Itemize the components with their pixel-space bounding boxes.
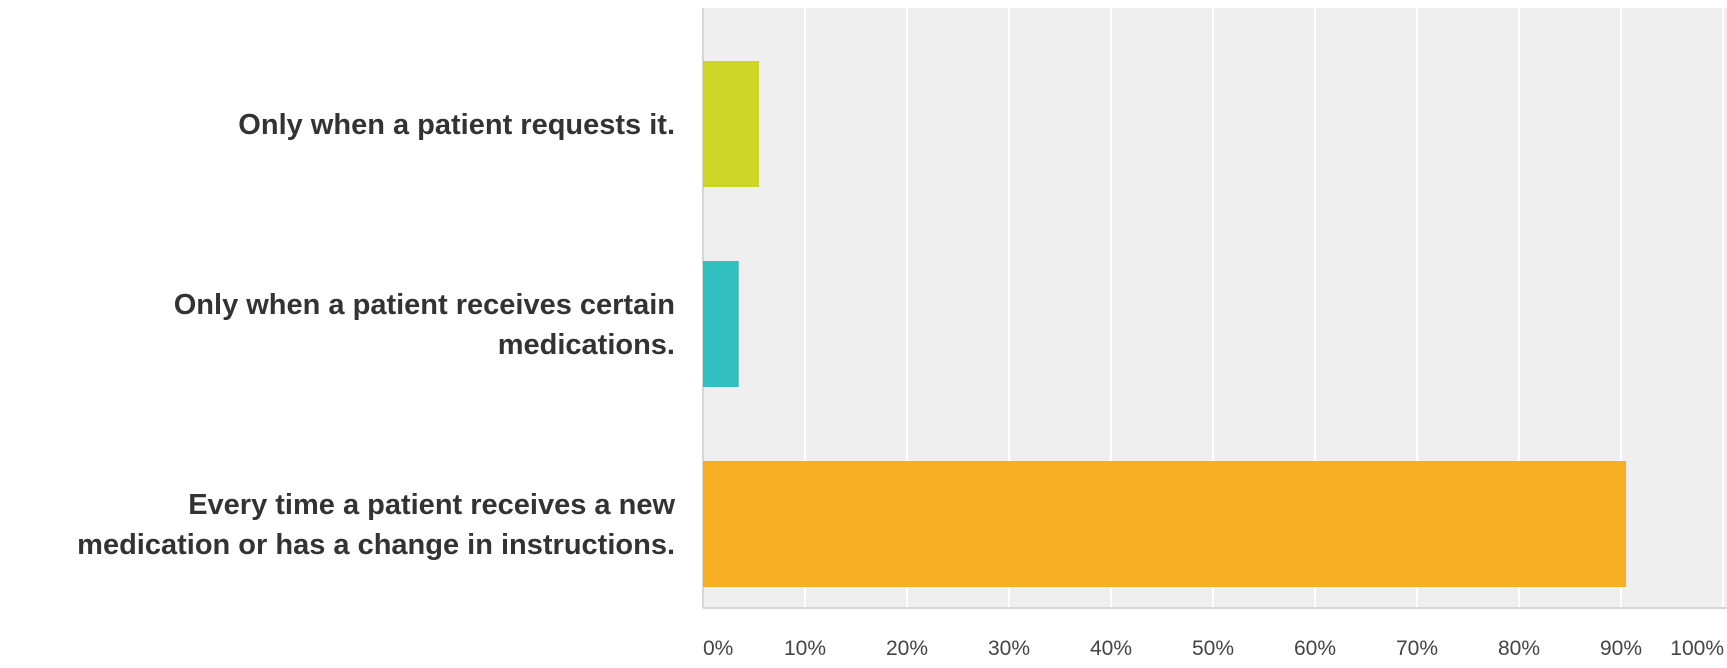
x-tick-label: 40%	[1090, 637, 1132, 660]
x-tick-label: 90%	[1600, 637, 1642, 660]
category-label: medication or has a change in instructio…	[77, 529, 675, 561]
x-tick-label: 70%	[1396, 637, 1438, 660]
x-tick-label: 10%	[784, 637, 826, 660]
bar	[703, 461, 1627, 587]
category-label: Every time a patient receives a new	[188, 489, 675, 521]
category-label: Only when a patient receives certain	[174, 289, 675, 321]
x-tick-label: 100%	[1670, 637, 1724, 660]
x-tick-label: 50%	[1192, 637, 1234, 660]
bar	[703, 61, 760, 187]
x-tick-label: 20%	[886, 637, 928, 660]
bar	[703, 261, 739, 387]
x-tick-label: 30%	[988, 637, 1030, 660]
category-label: medications.	[498, 329, 675, 361]
x-tick-label: 0%	[703, 637, 733, 660]
category-label: Only when a patient requests it.	[238, 109, 675, 141]
x-tick-label: 80%	[1498, 637, 1540, 660]
x-tick-label: 60%	[1294, 637, 1336, 660]
